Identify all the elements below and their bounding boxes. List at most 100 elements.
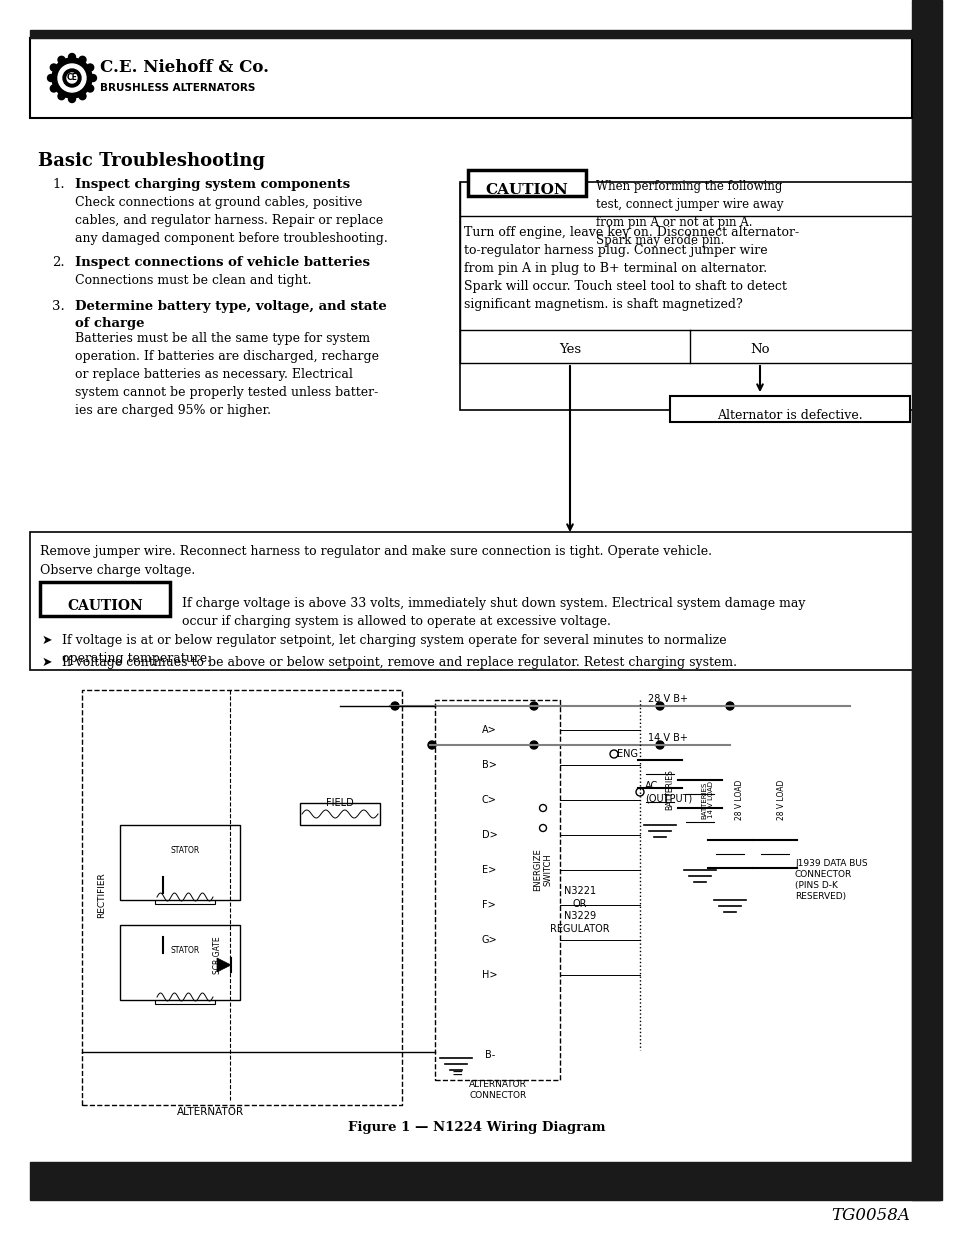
Text: ➤: ➤ [42,656,52,669]
Circle shape [79,93,86,100]
Circle shape [90,74,96,82]
Text: A>: A> [481,725,497,735]
Circle shape [530,741,537,748]
Circle shape [87,85,93,91]
Circle shape [51,85,57,91]
Text: ➤: ➤ [42,634,52,647]
Text: If voltage is at or below regulator setpoint, let charging system operate for se: If voltage is at or below regulator setp… [62,634,726,664]
Text: 3.: 3. [52,300,65,312]
Text: Remove jumper wire. Reconnect harness to regulator and make sure connection is t: Remove jumper wire. Reconnect harness to… [40,545,711,558]
Text: Check connections at ground cables, positive
cables, and regulator harness. Repa: Check connections at ground cables, posi… [75,196,387,245]
Text: AC
(OUTPUT): AC (OUTPUT) [644,781,692,803]
Text: CAUTION: CAUTION [485,183,568,198]
Text: CE: CE [67,74,77,83]
Text: C>: C> [481,795,497,805]
Bar [299,803,379,825]
Polygon shape [147,937,163,953]
Text: Basic Troubleshooting: Basic Troubleshooting [38,152,265,170]
Circle shape [63,69,81,86]
Text: D>: D> [481,830,497,840]
Circle shape [52,58,91,98]
Circle shape [69,53,75,61]
Text: RECTIFIER: RECTIFIER [97,872,107,918]
Text: CAUTION: CAUTION [67,599,143,613]
Text: Inspect connections of vehicle batteries: Inspect connections of vehicle batteries [75,256,370,269]
Text: B-: B- [484,1050,497,1060]
Circle shape [51,64,57,70]
Text: Determine battery type, voltage, and state
of charge: Determine battery type, voltage, and sta… [75,300,386,330]
Circle shape [58,64,86,91]
Text: STATOR: STATOR [171,946,199,955]
Polygon shape [147,877,163,893]
Text: 28 V B+: 28 V B+ [647,694,687,704]
Text: STATOR: STATOR [171,846,199,855]
Bar [120,825,240,900]
Circle shape [69,95,75,103]
Text: If charge voltage is above 33 volts, immediately shut down system. Electrical sy: If charge voltage is above 33 volts, imm… [182,597,804,629]
Circle shape [725,701,733,710]
Circle shape [79,57,86,63]
Bar [459,182,921,410]
Text: B>: B> [481,760,497,769]
Text: TG0058A: TG0058A [830,1207,909,1224]
Text: If voltage continues to be above or below setpoint, remove and replace regulator: If voltage continues to be above or belo… [62,656,737,669]
Bar [911,30,939,1200]
Bar [30,532,931,671]
Text: FIELD: FIELD [326,798,354,808]
Text: BRUSHLESS ALTERNATORS: BRUSHLESS ALTERNATORS [100,83,255,93]
Text: =: = [451,1068,462,1082]
Text: Alternator is defective.: Alternator is defective. [717,409,862,422]
Bar [120,925,240,1000]
Text: ALTERNATOR: ALTERNATOR [176,1107,243,1116]
Bar [435,700,559,1079]
Text: Figure 1 — N1224 Wiring Diagram: Figure 1 — N1224 Wiring Diagram [348,1120,605,1134]
Text: ENG: ENG [617,748,638,760]
Circle shape [58,57,65,63]
Text: F>: F> [481,900,496,910]
Text: H>: H> [481,969,497,981]
Text: BATTERIES: BATTERIES [665,769,674,810]
Circle shape [48,74,54,82]
Text: When performing the following
test, connect jumper wire away
from pin A or not a: When performing the following test, conn… [596,180,782,247]
Circle shape [656,741,663,748]
Polygon shape [216,958,231,972]
Bar [30,1162,911,1200]
Text: 28 V LOAD: 28 V LOAD [735,779,743,820]
Text: 14 V B+: 14 V B+ [647,734,687,743]
Text: SCR GATE: SCR GATE [213,936,222,974]
Text: Batteries must be all the same type for system
operation. If batteries are disch: Batteries must be all the same type for … [75,332,378,417]
Circle shape [428,741,436,748]
Bar [468,170,585,196]
Circle shape [530,701,537,710]
Bar [82,690,401,1105]
Circle shape [58,93,65,100]
Text: C.E. Niehoff & Co.: C.E. Niehoff & Co. [100,58,269,75]
Text: N3221
OR
N3229
REGULATOR: N3221 OR N3229 REGULATOR [550,887,609,934]
Bar [911,0,941,1200]
Text: 28 V LOAD: 28 V LOAD [777,779,785,820]
Bar [30,30,911,38]
Bar [30,38,911,119]
Circle shape [391,701,398,710]
Circle shape [87,64,93,70]
Text: Inspect charging system components: Inspect charging system components [75,178,350,191]
Text: BATTERIES
14 V LOAD: BATTERIES 14 V LOAD [700,782,714,819]
Text: 2.: 2. [52,256,65,269]
Text: 1.: 1. [52,178,65,191]
Text: Yes: Yes [558,343,580,356]
Bar [40,582,170,616]
Bar [154,890,214,904]
Bar [154,990,214,1004]
Text: Connections must be clean and tight.: Connections must be clean and tight. [75,274,312,287]
Text: J1939 DATA BUS
CONNECTOR
(PINS D-K
RESERVED): J1939 DATA BUS CONNECTOR (PINS D-K RESER… [794,858,866,902]
Text: ENERGIZE
SWITCH: ENERGIZE SWITCH [533,848,552,892]
Text: Turn off engine, leave key on. Disconnect alternator-
to-regulator harness plug.: Turn off engine, leave key on. Disconnec… [463,226,799,311]
Text: G>: G> [481,935,497,945]
Text: Observe charge voltage.: Observe charge voltage. [40,564,195,577]
Circle shape [656,701,663,710]
Circle shape [67,73,77,83]
Text: ALTERNATOR
CONNECTOR: ALTERNATOR CONNECTOR [469,1079,526,1100]
Bar [669,396,909,422]
Text: No: No [749,343,769,356]
Text: E>: E> [481,864,496,876]
